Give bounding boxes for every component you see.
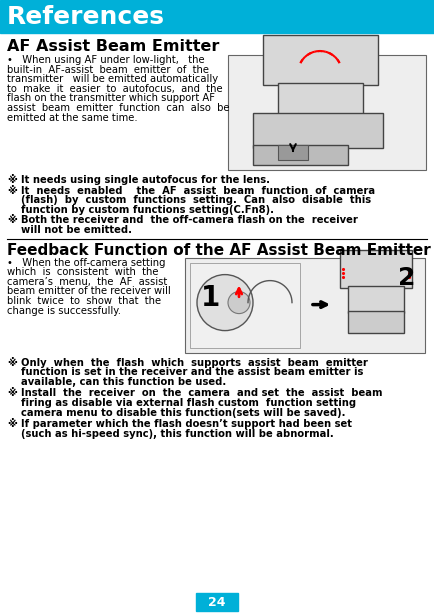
Text: emitted at the same time.: emitted at the same time. [7,112,138,123]
Bar [278,145,308,160]
Text: 1: 1 [201,284,220,311]
Bar [196,593,238,611]
Bar [228,55,426,170]
Text: assist  beam  emitter  function  can  also  be: assist beam emitter function can also be [7,103,230,113]
Circle shape [197,274,253,330]
Text: which  is  consistent  with  the: which is consistent with the [7,267,158,277]
Text: available, can this function be used.: available, can this function be used. [21,377,226,387]
Text: will not be emitted.: will not be emitted. [21,225,132,235]
Bar [278,83,363,115]
Text: •   When using AF under low-light,   the: • When using AF under low-light, the [7,55,204,65]
Text: (flash)  by  custom  functions  setting.  Can  also  disable  this: (flash) by custom functions setting. Can… [21,195,371,205]
Text: camera’s  menu,  the  AF  assist: camera’s menu, the AF assist [7,277,167,287]
Text: ※: ※ [7,216,17,225]
Bar [348,286,404,313]
Text: ※: ※ [7,185,17,196]
Text: AF Assist Beam Emitter: AF Assist Beam Emitter [7,39,219,54]
Bar [263,35,378,85]
Text: 24: 24 [208,596,226,608]
Text: Install  the  receiver  on  the  camera  and set  the  assist  beam: Install the receiver on the camera and s… [21,389,382,398]
Text: If parameter which the flash doesn’t support had been set: If parameter which the flash doesn’t sup… [21,419,352,429]
Text: transmitter   will be emitted automatically: transmitter will be emitted automaticall… [7,74,218,84]
Text: built-in  AF-assist  beam  emitter  of  the: built-in AF-assist beam emitter of the [7,64,209,74]
Text: Both the receiver and  the off-camera flash on the  receiver: Both the receiver and the off-camera fla… [21,216,358,225]
Text: 2: 2 [398,266,416,290]
Text: camera menu to disable this function(sets will be saved).: camera menu to disable this function(set… [21,408,345,418]
Text: ※: ※ [7,357,17,368]
Text: (such as hi-speed sync), this function will be abnormal.: (such as hi-speed sync), this function w… [21,429,334,439]
Text: It needs using single autofocus for the lens.: It needs using single autofocus for the … [21,175,270,185]
Bar [0,0,434,33]
Bar [348,311,404,333]
Circle shape [228,292,250,314]
Text: change is successfully.: change is successfully. [7,306,121,316]
Text: to  make  it  easier  to  autofocus,  and  the: to make it easier to autofocus, and the [7,84,223,94]
Text: flash on the transmitter which support AF: flash on the transmitter which support A… [7,93,215,103]
Text: References: References [7,4,165,28]
Text: Only  when  the  flash  which  supports  assist  beam  emitter: Only when the flash which supports assis… [21,357,368,368]
Text: ※: ※ [7,419,17,429]
Text: ※: ※ [7,389,17,398]
Bar [253,145,348,165]
Text: function is set in the receiver and the assist beam emitter is: function is set in the receiver and the … [21,367,363,377]
Text: •   When the off-camera setting: • When the off-camera setting [7,258,165,268]
Text: blink  twice  to  show  that  the: blink twice to show that the [7,296,161,306]
Bar [190,263,300,348]
Text: function by custom functions setting(C.Fn8).: function by custom functions setting(C.F… [21,205,274,215]
Bar [340,250,412,287]
Text: It  needs  enabled    the  AF  assist  beam  function  of  camera: It needs enabled the AF assist beam func… [21,185,375,196]
Text: Feedback Function of the AF Assist Beam Emitter: Feedback Function of the AF Assist Beam … [7,243,431,258]
Bar [253,113,383,148]
Text: ※: ※ [7,175,17,185]
Text: beam emitter of the receiver will: beam emitter of the receiver will [7,286,171,297]
Text: firing as disable via external flash custom  function setting: firing as disable via external flash cus… [21,398,356,408]
Bar [185,258,425,352]
